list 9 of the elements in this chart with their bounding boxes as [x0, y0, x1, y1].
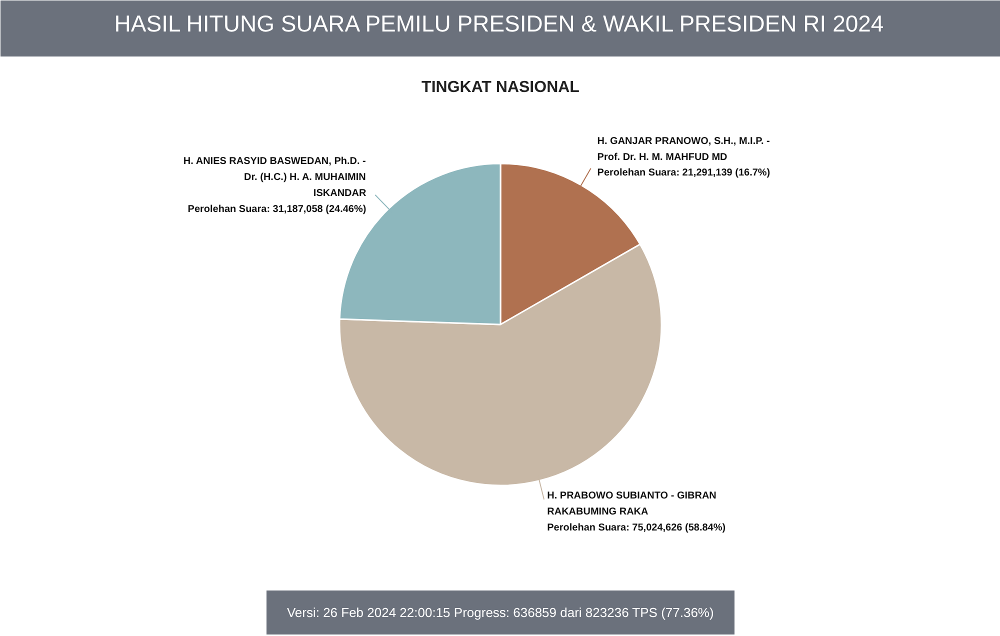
- text: Versi: 26 Feb 2024 22:00:15 Progress: 636859 dari 823236 TPS (77.36%): [286, 605, 714, 620]
- slice-label: H. PRABOWO SUBIANTO - GIBRAN RAKABUMING RAKA: [547, 490, 716, 518]
- slice-label: H. ANIES RASYID BASWEDAN, Ph.D. - Dr. (H.C.) H. A. MUHAIMIN ISKANDAR: [183, 156, 368, 200]
- data-label: Perolehan Suara: 75,024,626 (58.84%): [547, 522, 726, 534]
- slice-label: H. GANJAR PRANOWO, S.H., M.I.P. - Prof. Dr. H. M. MAHFUD MD: [597, 136, 770, 163]
- chart-title: HASIL HITUNG SUARA PEMILU PRESIDEN & WAKIL PRESIDEN RI 2024: [114, 10, 884, 36]
- chart-subtitle: TINGKAT NASIONAL: [422, 79, 580, 96]
- data-label: Perolehan Suara: 31,187,058 (24.46%): [188, 204, 366, 216]
- data-label: Perolehan Suara: 21,291,139 (16.7%): [597, 168, 770, 179]
